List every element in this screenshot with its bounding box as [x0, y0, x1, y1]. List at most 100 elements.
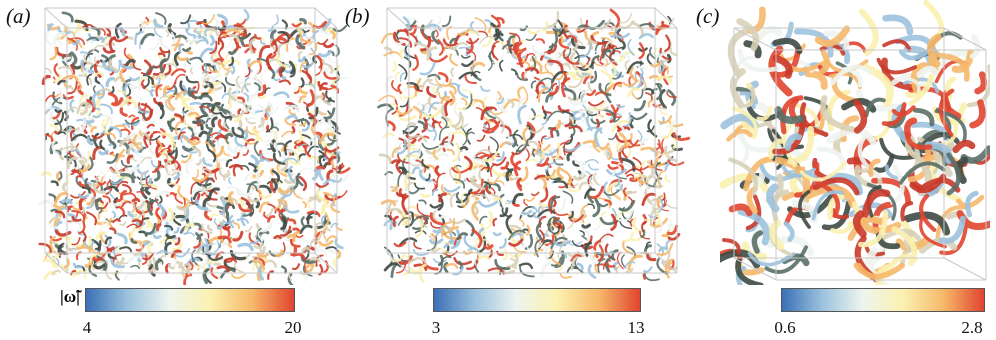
vortex-tube [147, 257, 157, 273]
vortex-tube [508, 229, 526, 241]
vortex-tube [540, 262, 554, 277]
vortex-tube [155, 12, 167, 25]
vortex-tube [44, 105, 61, 115]
vortex-tube [184, 222, 195, 232]
vortex-tube [389, 252, 407, 263]
vortex-tube [429, 247, 441, 253]
vortex-tube [288, 218, 297, 225]
vortex-tube [52, 31, 66, 45]
vortex-tube [665, 239, 671, 249]
vortex-tube [246, 183, 258, 192]
vortex-tube [89, 253, 97, 270]
vortex-tube [298, 95, 307, 104]
vortex-tube [226, 186, 242, 196]
vortex-tube [440, 221, 452, 238]
vortex-tube [821, 199, 852, 231]
vortex-tube [384, 214, 393, 221]
vortex-tube [79, 94, 89, 104]
vortex-tube [333, 64, 340, 73]
vortex-tube [659, 107, 668, 115]
vortex-tube [263, 139, 273, 145]
vortex-tube [622, 79, 639, 87]
vorticity-field-a [38, 7, 351, 285]
vortex-tube [68, 150, 75, 158]
vortex-tube [419, 61, 436, 76]
vortex-tube [462, 89, 474, 99]
vortex-tube [517, 86, 523, 99]
vortex-tube [764, 245, 808, 274]
vortex-tube [426, 85, 437, 99]
vortex-tube [173, 85, 178, 95]
vortex-tube [572, 160, 580, 167]
vortex-tube [59, 23, 71, 33]
vortex-tube [525, 224, 531, 236]
vortex-tube [633, 172, 649, 186]
vortex-tube [557, 105, 570, 113]
vortex-tube [217, 31, 227, 46]
vortex-tube [842, 66, 863, 88]
vortex-tube [399, 72, 407, 82]
vortex-tube [548, 85, 560, 96]
vortex-tube [397, 139, 407, 155]
vortex-tube [441, 241, 452, 247]
vortex-tube [48, 216, 61, 224]
vortex-tube [453, 178, 466, 189]
vortex-tube [788, 97, 806, 130]
vortex-tube [540, 147, 545, 160]
vortex-tube [80, 59, 95, 74]
vortex-tube [407, 17, 419, 24]
vortex-tube [149, 88, 154, 97]
vortex-tube [412, 105, 423, 120]
vortex-tube [326, 134, 336, 146]
vortex-tube [137, 111, 146, 121]
vortex-tube [155, 207, 161, 220]
vortex-tube [417, 135, 430, 142]
vortex-tube [121, 183, 132, 194]
colorbar-b [433, 288, 641, 312]
vortex-tube [414, 84, 423, 93]
vortex-tube [53, 74, 62, 83]
vortex-tube [189, 56, 204, 63]
vortex-tube [153, 18, 164, 29]
vortex-tube [572, 173, 586, 181]
vortex-tube [66, 106, 78, 116]
vortex-tube [284, 140, 292, 156]
vortex-tube [259, 39, 266, 45]
vortex-tube [492, 180, 505, 186]
vortex-tube [244, 138, 255, 148]
vortex-tube [477, 30, 489, 38]
vortex-tube [258, 201, 270, 213]
vortex-tube [575, 71, 591, 79]
vortex-tube [443, 185, 461, 193]
vortex-tube [587, 100, 607, 111]
vortex-tube [655, 75, 673, 84]
vortex-tube [545, 162, 558, 172]
vortex-tube [98, 206, 103, 214]
vortex-tube [426, 127, 436, 132]
colorbar-a-min: 4 [82, 318, 92, 337]
vortex-tube [436, 172, 446, 188]
vortex-tube [100, 170, 107, 176]
vortex-tube [258, 45, 271, 59]
vortex-tube [208, 236, 225, 243]
vortex-tube [78, 220, 86, 235]
cube-edge [943, 257, 987, 281]
vortex-tube [244, 226, 253, 233]
vortex-tube [142, 118, 156, 125]
vortex-tube [132, 155, 137, 162]
vortex-tube [302, 237, 311, 244]
vortex-tube [502, 248, 508, 261]
vortex-tube [211, 81, 222, 94]
vortex-tube [228, 56, 235, 67]
vortex-tube [643, 29, 653, 35]
vortex-tube [114, 270, 120, 281]
vortex-tube [243, 92, 250, 101]
vortex-tube [652, 103, 662, 108]
vortex-tube [561, 143, 582, 152]
vortex-tube [315, 60, 323, 76]
vortex-tube [119, 107, 128, 117]
vortex-tube [159, 37, 170, 50]
vortex-tube [453, 257, 472, 266]
vortex-tube [394, 71, 401, 80]
vortex-tube [195, 199, 209, 211]
